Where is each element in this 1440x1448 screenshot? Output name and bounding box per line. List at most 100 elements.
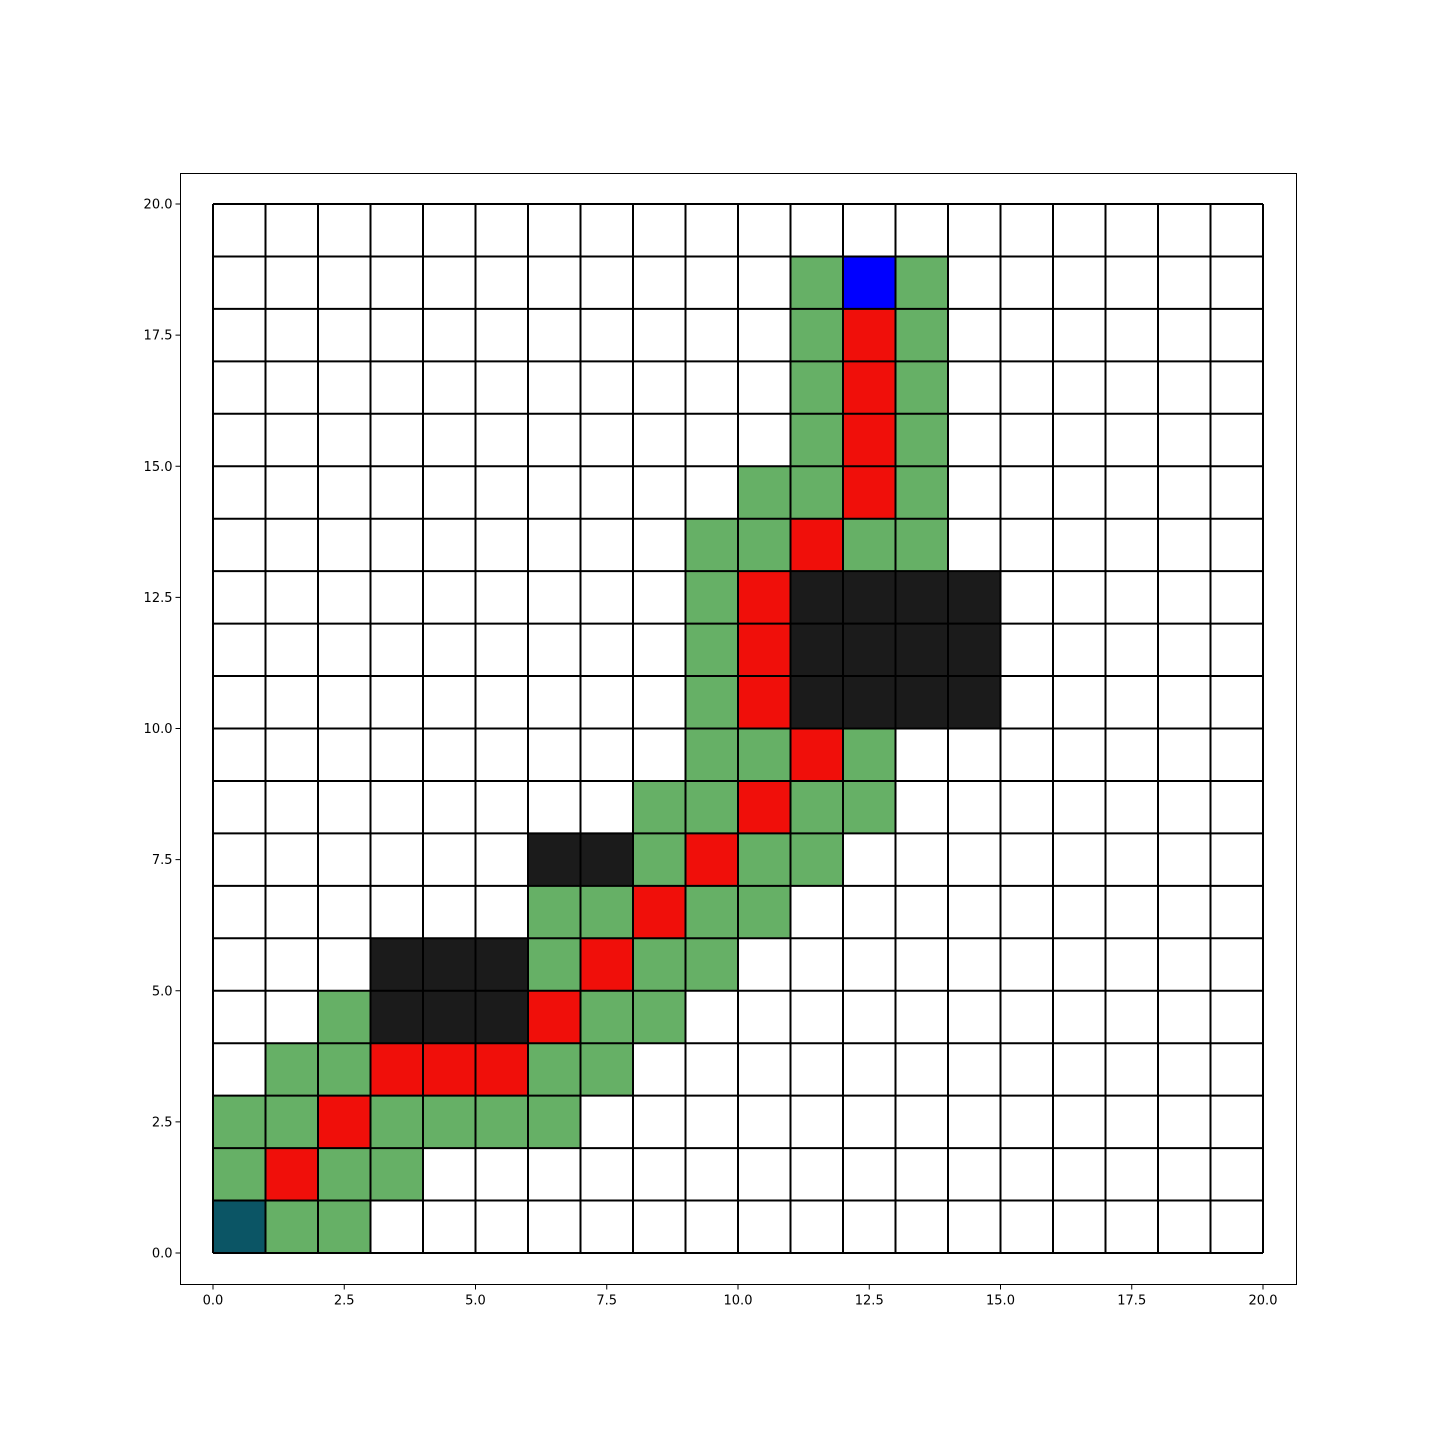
explored-cell — [370, 1095, 423, 1149]
path-cell — [843, 466, 896, 519]
explored-cell — [738, 728, 791, 781]
explored-cell — [843, 728, 896, 781]
explored-cell — [633, 990, 686, 1044]
explored-cell — [475, 1095, 528, 1149]
y-tick-label: 0.0 — [152, 1247, 173, 1262]
x-tick-label: 0.0 — [203, 1294, 224, 1309]
path-cell — [370, 1043, 423, 1096]
path-cell — [528, 990, 581, 1044]
explored-cell — [370, 1148, 423, 1201]
x-tick-label: 5.0 — [465, 1294, 486, 1309]
goal-cell — [843, 256, 896, 309]
obstacle-cell — [475, 938, 528, 991]
x-axis: 0.0 2.5 5.0 7.5 10.0 12.5 15.0 17.5 20.0 — [203, 1284, 1277, 1309]
y-axis: 0.0 2.5 5.0 7.5 10.0 12.5 15.0 17.5 20.0 — [144, 198, 181, 1262]
obstacle-cell — [790, 623, 843, 677]
explored-cell — [738, 885, 791, 939]
obstacle-cell — [895, 623, 948, 677]
explored-cell — [265, 1043, 318, 1096]
path-cell — [790, 728, 843, 781]
obstacle-cell — [895, 676, 948, 729]
explored-cell — [685, 780, 738, 834]
path-cell — [790, 518, 843, 572]
cells-layer — [213, 256, 1001, 1253]
explored-cell — [685, 676, 738, 729]
obstacle-cell — [948, 571, 1001, 624]
path-cell — [318, 1095, 371, 1149]
obstacle-cell — [528, 833, 581, 886]
path-cell — [475, 1043, 528, 1096]
x-tick-label: 10.0 — [724, 1294, 753, 1309]
explored-cell — [790, 466, 843, 519]
obstacle-cell — [423, 990, 476, 1044]
x-tick-label: 17.5 — [1117, 1294, 1146, 1309]
x-tick-label: 7.5 — [596, 1294, 617, 1309]
explored-cell — [685, 623, 738, 677]
explored-cell — [738, 518, 791, 572]
explored-cell — [580, 1043, 633, 1096]
explored-cell — [318, 1200, 371, 1253]
path-cell — [738, 676, 791, 729]
path-cell — [580, 938, 633, 991]
y-tick-label: 12.5 — [144, 591, 173, 606]
path-cell — [423, 1043, 476, 1096]
y-tick-label: 7.5 — [152, 853, 173, 868]
explored-cell — [633, 833, 686, 886]
explored-cell — [318, 1148, 371, 1201]
obstacle-cell — [790, 676, 843, 729]
explored-cell — [318, 1043, 371, 1096]
explored-cell — [213, 1148, 266, 1201]
explored-cell — [790, 256, 843, 309]
explored-cell — [895, 256, 948, 309]
path-cell — [738, 571, 791, 624]
start-cell — [213, 1200, 266, 1253]
explored-cell — [843, 518, 896, 572]
explored-cell — [895, 413, 948, 467]
path-cell — [843, 413, 896, 467]
obstacle-cell — [895, 571, 948, 624]
explored-cell — [738, 833, 791, 886]
explored-cell — [895, 518, 948, 572]
explored-cell — [265, 1095, 318, 1149]
explored-cell — [685, 571, 738, 624]
path-cell — [738, 623, 791, 677]
path-cell — [843, 361, 896, 414]
obstacle-cell — [370, 938, 423, 991]
x-tick-label: 2.5 — [334, 1294, 355, 1309]
path-cell — [738, 780, 791, 834]
explored-cell — [790, 413, 843, 467]
explored-cell — [895, 361, 948, 414]
y-tick-label: 2.5 — [152, 1115, 173, 1130]
explored-cell — [685, 728, 738, 781]
x-tick-label: 15.0 — [986, 1294, 1015, 1309]
explored-cell — [790, 361, 843, 414]
explored-cell — [580, 885, 633, 939]
explored-cell — [843, 780, 896, 834]
explored-cell — [790, 780, 843, 834]
path-cell — [685, 833, 738, 886]
explored-cell — [265, 1200, 318, 1253]
obstacle-cell — [843, 676, 896, 729]
y-tick-label: 5.0 — [152, 984, 173, 999]
obstacle-cell — [370, 990, 423, 1044]
explored-cell — [528, 885, 581, 939]
explored-cell — [528, 1095, 581, 1149]
y-tick-label: 17.5 — [144, 329, 173, 344]
explored-cell — [790, 308, 843, 362]
explored-cell — [633, 938, 686, 991]
obstacle-cell — [948, 676, 1001, 729]
y-tick-label: 20.0 — [144, 198, 173, 213]
explored-cell — [895, 466, 948, 519]
y-tick-label: 10.0 — [144, 722, 173, 737]
path-cell — [633, 885, 686, 939]
obstacle-cell — [843, 623, 896, 677]
explored-cell — [790, 833, 843, 886]
grid-lines — [212, 203, 1264, 1254]
path-cell — [265, 1148, 318, 1201]
obstacle-cell — [475, 990, 528, 1044]
path-cell — [843, 308, 896, 362]
explored-cell — [528, 1043, 581, 1096]
explored-cell — [895, 308, 948, 362]
